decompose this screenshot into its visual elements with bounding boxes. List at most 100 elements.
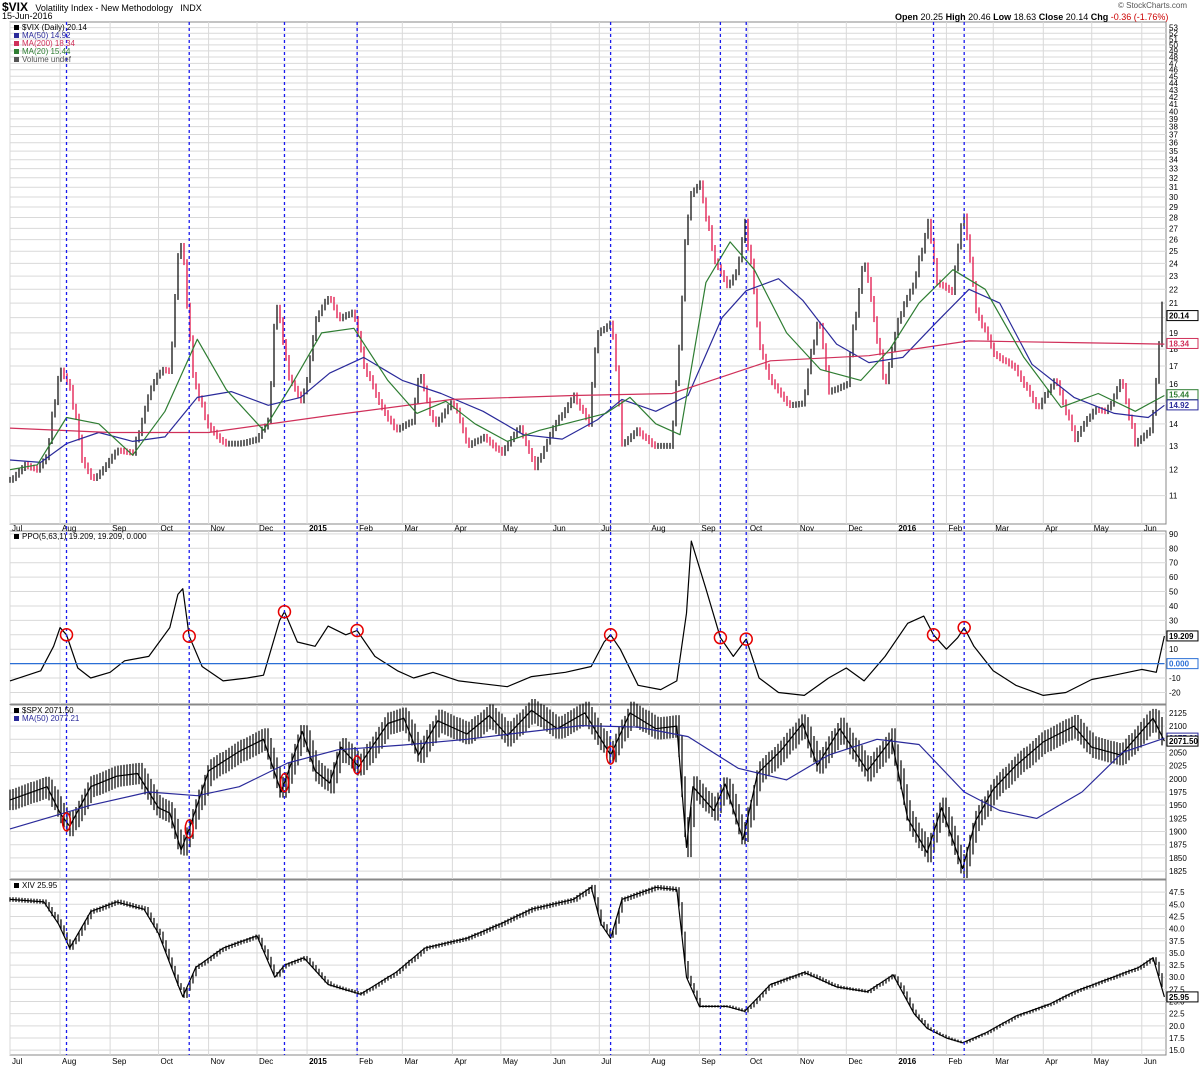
signal-circle — [350, 623, 364, 638]
y-tick-label: 17.5 — [1169, 1034, 1185, 1043]
y-tick-label: 30.0 — [1169, 973, 1185, 982]
y-tick-label: 27.5 — [1169, 985, 1185, 994]
x-tick-label: Apr — [1045, 1057, 1058, 1066]
y-tick-label: 19 — [1169, 329, 1178, 338]
chart-date: 15-Jun-2016 — [2, 11, 53, 21]
y-tick-label: 24 — [1169, 259, 1178, 268]
y-tick-label: 25 — [1169, 247, 1178, 256]
y-tick-label: 52 — [1169, 29, 1178, 38]
x-tick-label: Sep — [701, 1057, 716, 1066]
y-tick-label: 45 — [1169, 72, 1178, 81]
last-value-label: 25.95 — [1169, 993, 1190, 1002]
y-tick-label: 2100 — [1169, 722, 1187, 731]
symbol: $VIX — [2, 0, 29, 14]
y-tick-label: 37 — [1169, 131, 1178, 140]
last-value-box — [1166, 630, 1199, 642]
x-tick-label: Jul — [12, 524, 22, 533]
x-tick-label: Aug — [651, 1057, 665, 1066]
x-tick-label: Dec — [848, 1057, 862, 1066]
y-tick-label: 20.0 — [1169, 1022, 1185, 1031]
signal-circle — [182, 629, 196, 643]
signal-circle — [957, 620, 971, 635]
y-tick-label: 26 — [1169, 236, 1178, 245]
y-tick-label: 51 — [1169, 35, 1178, 44]
y-tick-label: 42.5 — [1169, 912, 1185, 921]
x-tick-label: Jul — [12, 1057, 22, 1066]
signal-circle — [713, 630, 728, 645]
y-tick-label: 90 — [1169, 530, 1178, 539]
x-tick-label: May — [1094, 524, 1109, 533]
signal-circle — [61, 812, 72, 832]
y-tick-label: 30 — [1169, 193, 1178, 202]
last-value-box — [1166, 337, 1199, 349]
y-tick-label: 31 — [1169, 183, 1178, 192]
last-value-label: 2071.50 — [1169, 737, 1198, 746]
signal-circle — [739, 632, 753, 646]
legend-label: MA(20) 15.44 — [22, 47, 71, 56]
legend-label: $SPX 2071.50 — [22, 706, 74, 715]
low-value: 18.63 — [1013, 12, 1037, 22]
signal-circle — [605, 745, 616, 765]
y-tick-label: 2125 — [1169, 709, 1187, 718]
x-tick-label: May — [1094, 1057, 1109, 1066]
x-tick-label: Dec — [259, 524, 273, 533]
x-tick-label: 2015 — [309, 524, 327, 533]
last-value-label: 19.209 — [1169, 632, 1194, 641]
x-tick-label: Aug — [651, 524, 665, 533]
y-tick-label: 14 — [1169, 420, 1178, 429]
legend-swatch — [14, 57, 19, 62]
x-tick-label: Jul — [601, 1057, 611, 1066]
x-tick-label: Sep — [112, 1057, 127, 1066]
y-tick-label: 39 — [1169, 115, 1178, 124]
exchange: INDX — [180, 3, 202, 13]
y-tick-label: 41 — [1169, 100, 1178, 109]
y-tick-label: 1875 — [1169, 841, 1187, 850]
last-value-box — [1166, 658, 1199, 670]
legend-label: PPO(5,63,1) 19.209, 19.209, 0.000 — [22, 532, 147, 541]
y-tick-label: 22 — [1169, 285, 1178, 294]
y-tick-label: 80 — [1169, 544, 1178, 553]
last-value-box — [1166, 399, 1199, 411]
x-tick-label: Nov — [211, 1057, 225, 1066]
y-tick-label: 46 — [1169, 66, 1178, 75]
x-tick-label: Apr — [454, 524, 467, 533]
x-tick-label: Mar — [995, 524, 1009, 533]
y-tick-label: 2000 — [1169, 775, 1187, 784]
x-tick-label: Mar — [404, 1057, 418, 1066]
last-value-label: 0.000 — [1169, 660, 1190, 669]
legend-swatch — [14, 708, 19, 713]
y-tick-label: 70 — [1169, 559, 1178, 568]
y-tick-label: 1925 — [1169, 814, 1187, 823]
y-tick-label: 13 — [1169, 442, 1178, 451]
x-tick-label: Dec — [259, 1057, 273, 1066]
panel-frame-ppo — [9, 530, 1167, 705]
ohlc-readout: Open 20.25 High 20.46 Low 18.63 Close 20… — [895, 12, 1168, 22]
x-tick-label: Aug — [62, 524, 76, 533]
y-tick-label: 40 — [1169, 107, 1178, 116]
y-tick-label: 11 — [1169, 492, 1178, 501]
x-tick-label: Mar — [995, 1057, 1009, 1066]
legend-label: $VIX (Daily) 20.14 — [22, 23, 87, 32]
last-value-box — [1166, 310, 1199, 322]
y-tick-label: 47 — [1169, 59, 1178, 68]
y-tick-label: 36 — [1169, 139, 1178, 148]
signal-circle — [279, 772, 290, 793]
signal-circle — [59, 628, 74, 642]
watermark: © StockCharts.com — [1118, 1, 1188, 10]
x-tick-label: Jun — [553, 524, 566, 533]
x-tick-label: Apr — [454, 1057, 467, 1066]
y-tick-label: 38 — [1169, 123, 1178, 132]
signal-circle — [926, 628, 941, 642]
last-value-label: 14.92 — [1169, 401, 1190, 410]
y-tick-label: 18 — [1169, 345, 1178, 354]
x-tick-label: Jul — [601, 524, 611, 533]
x-tick-label: 2015 — [309, 1057, 327, 1066]
y-tick-label: 50 — [1169, 41, 1178, 50]
y-tick-label: 27 — [1169, 224, 1178, 233]
series-line-price-ma50 — [9, 278, 1165, 463]
x-tick-label: Jun — [553, 1057, 566, 1066]
y-tick-label: 49 — [1169, 47, 1178, 56]
low-label: Low — [993, 12, 1012, 22]
y-tick-label: 32.5 — [1169, 961, 1185, 970]
